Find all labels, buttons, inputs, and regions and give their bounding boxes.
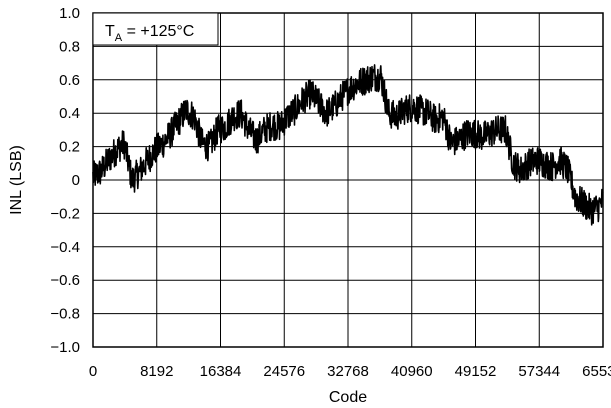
y-tick-label: −0.4: [50, 239, 80, 256]
y-tick-label: −0.8: [50, 306, 80, 323]
annotation-box: [92, 12, 219, 46]
y-axis-label: INL (LSB): [8, 145, 25, 215]
x-tick-label: 32768: [327, 363, 369, 380]
x-tick-label: 0: [89, 363, 97, 380]
y-tick-label: 0.6: [59, 72, 80, 89]
y-tick-label: 0: [72, 172, 80, 189]
y-tick-labels: 1.0 0.8 0.6 0.4 0.2 0 −0.2 −0.4 −0.6 −0.8 −1.0: [50, 5, 80, 356]
annotation-main: T: [105, 23, 115, 40]
x-tick-label: 65535: [582, 363, 611, 380]
series-group: [92, 64, 604, 226]
annotation-text: TA = +125°C: [105, 23, 194, 44]
y-tick-label: −1.0: [50, 339, 80, 356]
x-tick-label: 24576: [263, 363, 305, 380]
annotation-subscript: A: [115, 32, 123, 44]
inl-series-line-0: [92, 64, 604, 226]
y-tick-label: 0.8: [59, 38, 80, 55]
y-tick-label: 1.0: [59, 5, 80, 22]
y-tick-label: 0.4: [59, 105, 80, 122]
y-tick-label: −0.2: [50, 205, 80, 222]
x-tick-label: 49152: [455, 363, 497, 380]
x-axis-label: Code: [329, 389, 367, 406]
y-tick-label: −0.6: [50, 272, 80, 289]
plot-frame: [92, 12, 604, 348]
y-tick-label: 0.2: [59, 139, 80, 156]
x-tick-labels: 0 8192 16384 24576 32768 40960 49152 57344 65535: [89, 363, 611, 380]
x-tick-label: 8192: [140, 363, 173, 380]
x-tick-label: 16384: [200, 363, 242, 380]
annotation-rest: = +125°C: [122, 23, 194, 40]
x-tick-label: 40960: [391, 363, 433, 380]
x-tick-label: 57344: [518, 363, 560, 380]
